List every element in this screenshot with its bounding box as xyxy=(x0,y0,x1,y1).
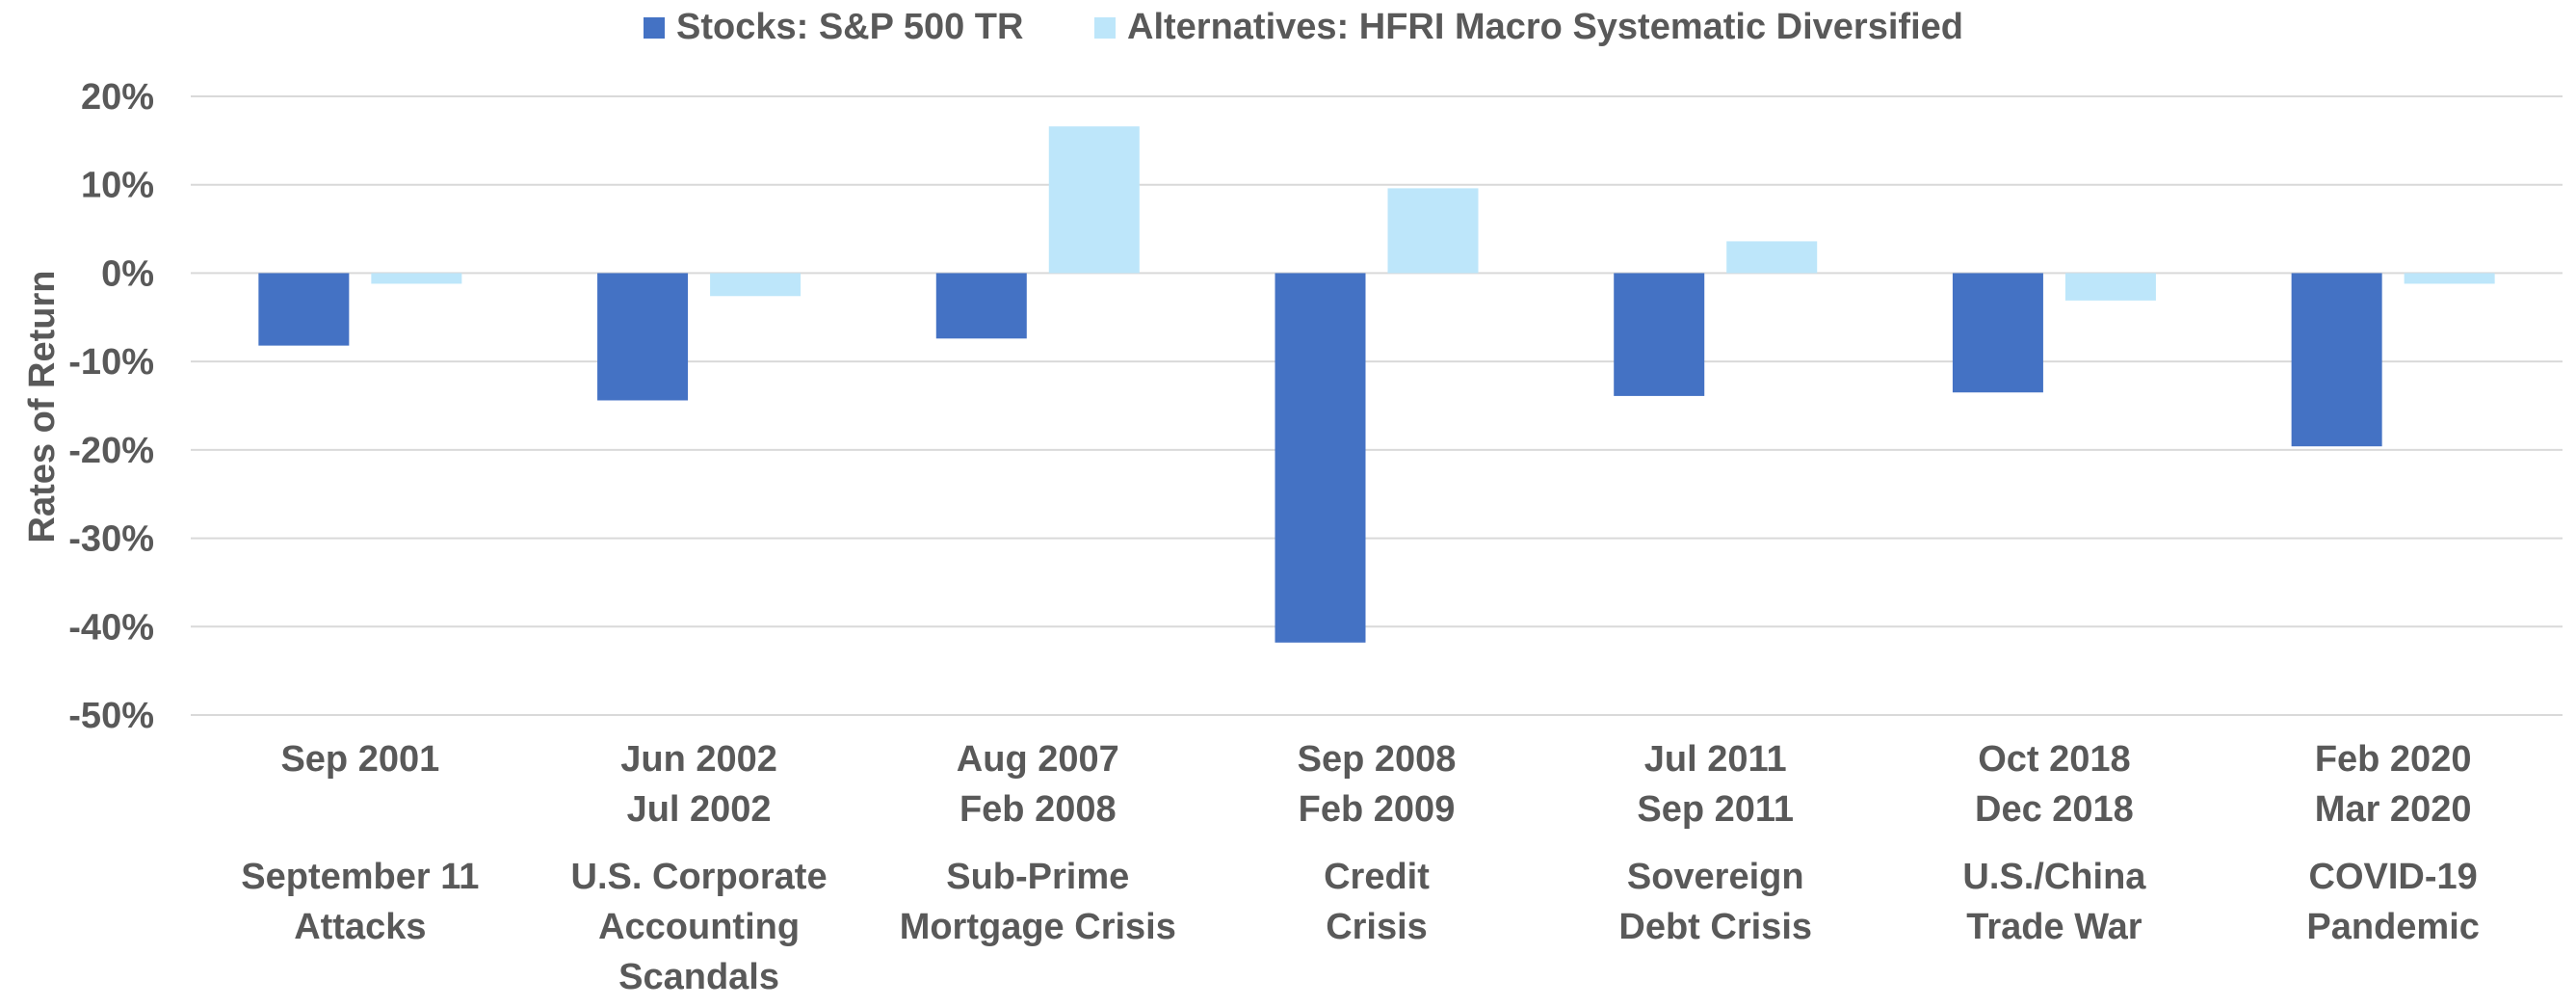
alternatives-bar xyxy=(1726,241,1818,274)
stocks-bar xyxy=(1952,273,2043,393)
y-tick-label: 10% xyxy=(81,166,154,206)
x-event-label: Trade War xyxy=(1966,907,2142,947)
stocks-bar xyxy=(1275,273,1366,643)
x-event-label: Scandals xyxy=(618,957,779,997)
x-event-label: Pandemic xyxy=(2306,907,2480,947)
x-event-label: U.S./China xyxy=(1962,857,2146,897)
x-date-label: Feb 2020 xyxy=(2315,739,2472,780)
x-date-label: Dec 2018 xyxy=(1975,789,2134,830)
y-axis-ticks: 20% 10% 0% -10% -20% -30% -40% -50% xyxy=(68,77,154,736)
y-tick-label: -30% xyxy=(68,519,154,560)
y-axis-title: Rates of Return xyxy=(22,271,63,543)
x-date-label: Oct 2018 xyxy=(1978,739,2130,780)
alternatives-bar xyxy=(2064,273,2156,301)
bars xyxy=(258,126,2495,643)
alternatives-bar xyxy=(1387,188,1479,274)
stocks-bar xyxy=(258,273,350,346)
x-date-label: Aug 2007 xyxy=(957,739,1119,780)
x-axis-labels: Sep 2001 September 11 Attacks Jun 2002 Jul 2… xyxy=(241,739,2480,997)
x-event-label: Debt Crisis xyxy=(1618,907,1812,947)
stocks-bar xyxy=(935,273,1027,339)
x-event-label: Credit xyxy=(1324,857,1430,897)
x-date-label: Sep 2001 xyxy=(280,739,439,780)
y-tick-label: 0% xyxy=(101,253,154,294)
gridlines xyxy=(191,95,2563,716)
y-tick-label: -50% xyxy=(68,696,154,736)
x-date-label: Feb 2009 xyxy=(1299,789,1456,830)
x-event-label: Crisis xyxy=(1326,907,1428,947)
x-event-label: U.S. Corporate xyxy=(571,857,828,897)
x-event-label: Accounting xyxy=(598,907,800,947)
x-date-label: Sep 2008 xyxy=(1298,739,1457,780)
y-tick-label: -20% xyxy=(68,431,154,471)
x-event-label: Attacks xyxy=(294,907,426,947)
legend-label: Stocks: S&P 500 TR xyxy=(676,7,1023,47)
y-tick-label: 20% xyxy=(81,77,154,118)
x-event-label: Sovereign xyxy=(1627,857,1804,897)
alternatives-bar xyxy=(1048,126,1140,274)
x-event-label: Sub-Prime xyxy=(946,857,1129,897)
x-event-label: COVID-19 xyxy=(2309,857,2478,897)
alternatives-bar xyxy=(2404,273,2495,284)
y-tick-label: -10% xyxy=(68,342,154,383)
stocks-bar xyxy=(2291,273,2382,447)
x-date-label: Jun 2002 xyxy=(620,739,777,780)
legend-swatch xyxy=(1094,17,1116,39)
stocks-bar xyxy=(1614,273,1705,396)
legend-swatch xyxy=(644,17,665,39)
y-tick-label: -40% xyxy=(68,607,154,648)
alternatives-bar xyxy=(371,273,462,284)
alternatives-bar xyxy=(710,273,802,297)
x-date-label: Jul 2011 xyxy=(1644,739,1787,780)
x-event-label: Mortgage Crisis xyxy=(900,907,1176,947)
stocks-bar xyxy=(597,273,689,401)
x-date-label: Sep 2011 xyxy=(1637,789,1794,830)
chart-legend: Stocks: S&P 500 TR Alternatives: HFRI Mac… xyxy=(644,7,1963,47)
x-date-label: Jul 2002 xyxy=(627,789,772,830)
x-event-label: September 11 xyxy=(241,857,479,897)
x-date-label: Mar 2020 xyxy=(2315,789,2472,830)
legend-label: Alternatives: HFRI Macro Systematic Dive… xyxy=(1127,7,1963,47)
x-date-label: Feb 2008 xyxy=(959,789,1117,830)
